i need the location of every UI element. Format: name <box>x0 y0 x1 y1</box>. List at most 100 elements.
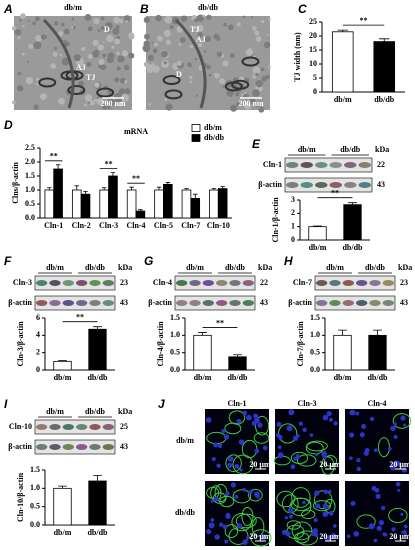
em-texture <box>263 41 271 49</box>
x-tick-label: db/db <box>374 95 395 104</box>
y-tick-label: 2 <box>36 347 40 356</box>
em-texture <box>52 51 58 57</box>
em-texture <box>113 16 120 24</box>
scale-text: 200 nm <box>238 99 263 108</box>
group-label: db/m <box>46 263 64 272</box>
image-mark: AJ <box>76 63 86 72</box>
em-texture <box>21 52 25 56</box>
blot-band <box>329 300 341 306</box>
image-mark: D <box>104 25 110 34</box>
nucleus <box>403 524 408 529</box>
nucleus <box>375 493 381 499</box>
em-texture <box>260 67 265 72</box>
group-label: db/db <box>85 407 106 416</box>
green-outline <box>232 489 252 504</box>
error-bar <box>101 187 107 190</box>
bar <box>190 197 201 219</box>
nucleus <box>395 481 401 487</box>
blot-band <box>315 162 328 168</box>
green-outline <box>248 488 263 502</box>
em-texture <box>22 24 25 28</box>
x-tick-label: db/m <box>54 528 72 537</box>
green-outline <box>231 513 253 532</box>
nucleus <box>314 532 319 537</box>
membrane <box>174 18 207 109</box>
scale-text: 20 μm <box>249 532 271 541</box>
em-texture <box>178 43 182 46</box>
nucleus <box>313 518 318 523</box>
scale-text: 20 μm <box>389 460 411 469</box>
em-texture <box>125 20 128 23</box>
error-bar <box>348 202 357 205</box>
nucleus <box>246 535 251 540</box>
column-label: Cln-4 <box>367 399 386 408</box>
x-tick-label: Cln-5 <box>154 221 173 230</box>
vesicle <box>65 70 84 81</box>
em-texture <box>151 41 154 45</box>
blot-band <box>286 162 299 168</box>
panel-letter: A <box>3 2 13 16</box>
x-tick-label: db/db <box>342 243 363 252</box>
em-texture <box>39 93 47 101</box>
em-texture <box>258 106 265 113</box>
em-texture <box>34 16 40 22</box>
em-texture <box>208 73 212 77</box>
y-tick-label: 10 <box>309 59 317 68</box>
em-texture <box>106 34 114 43</box>
y-tick-label: 1.5 <box>25 171 35 180</box>
nucleus <box>403 423 407 427</box>
column-label: Cln-3 <box>297 399 316 408</box>
nucleus <box>376 525 382 531</box>
nucleus <box>349 432 355 438</box>
em-texture <box>180 15 188 22</box>
error-bar <box>193 193 198 199</box>
y-tick-label: 0.0 <box>30 520 40 529</box>
em-texture <box>153 42 158 47</box>
blot-band <box>102 424 115 430</box>
error-bar <box>55 164 61 169</box>
em-texture <box>152 65 160 73</box>
em-texture <box>195 94 199 97</box>
y-tick-label: 1.5 <box>30 465 40 474</box>
em-texture <box>73 54 81 62</box>
row-label: Cln-7 <box>293 278 312 287</box>
em-texture <box>230 104 238 112</box>
panel-letter: E <box>252 137 261 151</box>
y-tick-label: 4 <box>36 330 40 339</box>
y-tick-label: 0.5 <box>30 501 40 510</box>
nucleus <box>393 536 397 540</box>
nucleus <box>296 434 300 438</box>
em-texture <box>61 57 70 66</box>
em-texture <box>268 65 271 69</box>
bar <box>53 168 63 219</box>
y-tick-label: 0.0 <box>170 365 180 374</box>
em-texture <box>223 22 227 27</box>
nucleus <box>260 534 267 540</box>
blot-band <box>229 280 241 286</box>
y-axis-label: Cln-1/β-actin <box>271 197 280 243</box>
green-outline <box>356 514 376 529</box>
em-texture <box>93 18 100 25</box>
unit-label: kDa <box>258 263 272 272</box>
em-texture <box>222 60 229 67</box>
green-outline <box>224 422 242 435</box>
em-texture <box>19 18 22 22</box>
blot-band <box>62 424 75 430</box>
em-texture <box>107 106 111 110</box>
blot-band <box>89 280 101 286</box>
nucleus <box>322 503 329 510</box>
em-texture <box>71 26 74 29</box>
nucleus <box>328 510 334 516</box>
sig-label: ** <box>132 174 140 183</box>
error-bar <box>233 354 242 357</box>
em-texture <box>196 24 204 32</box>
scale-text: 20 μm <box>249 460 271 469</box>
sig-label: ** <box>216 318 224 327</box>
error-bar <box>58 360 67 362</box>
y-tick-label: 2.5 <box>25 143 35 152</box>
chart-title: mRNA <box>124 127 148 136</box>
em-texture <box>202 14 206 18</box>
em-texture <box>163 29 171 37</box>
sig-label: ** <box>76 312 84 321</box>
vesicle <box>96 87 115 98</box>
